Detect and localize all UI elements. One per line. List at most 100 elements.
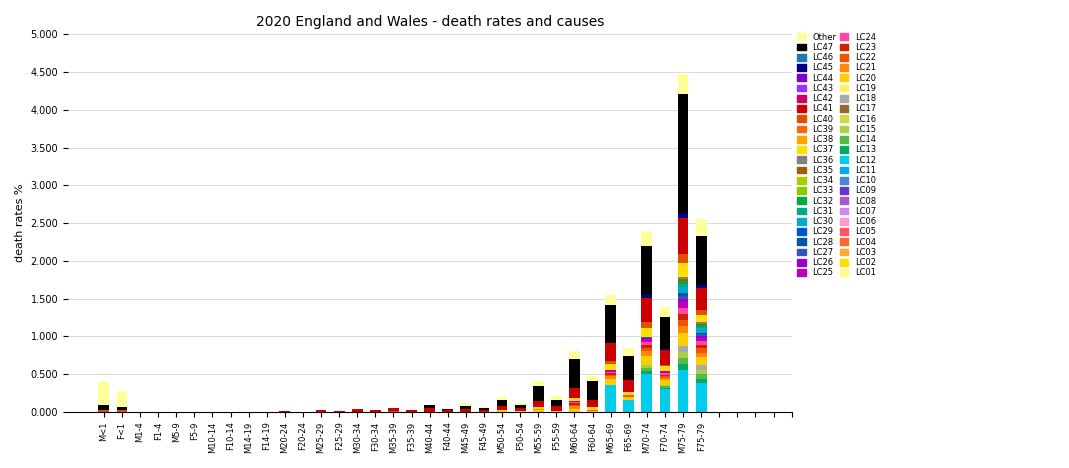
Bar (696, 235, 707, 285)
Bar (515, 411, 526, 412)
Bar (352, 409, 362, 412)
Bar (605, 385, 616, 412)
Bar (696, 341, 707, 345)
Bar (678, 358, 688, 364)
Bar (696, 322, 707, 324)
Bar (623, 348, 634, 356)
Bar (479, 410, 490, 412)
Bar (696, 358, 707, 365)
Bar (641, 328, 652, 337)
Bar (641, 339, 652, 342)
Bar (443, 410, 453, 412)
Bar (587, 381, 598, 400)
Bar (678, 254, 688, 263)
Bar (641, 371, 652, 374)
Bar (678, 94, 688, 213)
Bar (461, 406, 471, 409)
Bar (497, 406, 508, 410)
Bar (696, 327, 707, 329)
Bar (605, 295, 616, 305)
Bar (696, 374, 707, 379)
Bar (605, 370, 616, 372)
Bar (660, 373, 670, 375)
Bar (605, 361, 616, 364)
Bar (641, 374, 652, 412)
Bar (569, 401, 579, 402)
Bar (623, 401, 634, 412)
Bar (98, 382, 109, 405)
Bar (678, 277, 688, 279)
Bar (623, 396, 634, 397)
Bar (660, 380, 670, 385)
Bar (117, 410, 127, 412)
Bar (587, 407, 598, 410)
Bar (605, 375, 616, 376)
Bar (696, 333, 707, 334)
Bar (279, 410, 291, 412)
Bar (497, 397, 508, 400)
Bar (424, 405, 435, 409)
Bar (532, 409, 544, 410)
Bar (678, 352, 688, 358)
Bar (569, 409, 579, 412)
Bar (623, 356, 634, 380)
Bar (315, 410, 326, 412)
Bar (696, 370, 707, 374)
Bar (461, 409, 471, 412)
Bar (696, 325, 707, 327)
Bar (569, 351, 579, 359)
Bar (660, 317, 670, 349)
Bar (641, 365, 652, 368)
Bar (678, 281, 688, 284)
Bar (623, 397, 634, 401)
Bar (660, 386, 670, 388)
Bar (532, 386, 544, 401)
Bar (641, 345, 652, 348)
Bar (569, 405, 579, 406)
Bar (678, 333, 688, 346)
Bar (696, 219, 707, 235)
Bar (497, 410, 508, 412)
Bar (641, 368, 652, 371)
Bar (605, 343, 616, 361)
Bar (569, 402, 579, 403)
Y-axis label: death rates %: death rates % (15, 184, 25, 262)
Bar (696, 310, 707, 315)
Bar (678, 279, 688, 281)
Bar (696, 285, 707, 288)
Bar (551, 396, 562, 400)
Bar (532, 381, 544, 386)
Bar (641, 322, 652, 328)
Bar (605, 364, 616, 370)
Bar (117, 391, 127, 407)
Bar (660, 307, 670, 317)
Bar (388, 411, 399, 412)
Legend: Other, LC47, LC46, LC45, LC44, LC43, LC42, LC41, LC40, LC39, LC38, LC37, LC36, L: Other, LC47, LC46, LC45, LC44, LC43, LC4… (795, 31, 878, 279)
Bar (696, 383, 707, 412)
Bar (641, 337, 652, 338)
Bar (678, 321, 688, 327)
Bar (660, 366, 670, 371)
Bar (569, 388, 579, 398)
Bar (479, 407, 490, 409)
Bar (623, 395, 634, 396)
Bar (641, 338, 652, 339)
Bar (641, 342, 652, 345)
Bar (641, 298, 652, 322)
Bar (551, 410, 562, 412)
Bar (569, 403, 579, 405)
Bar (443, 409, 453, 410)
Bar (551, 406, 562, 410)
Bar (370, 410, 381, 412)
Bar (641, 351, 652, 356)
Bar (117, 407, 127, 410)
Bar (641, 246, 652, 295)
Title: 2020 England and Wales - death rates and causes: 2020 England and Wales - death rates and… (255, 15, 604, 29)
Bar (515, 408, 526, 411)
Bar (98, 410, 109, 412)
Bar (587, 375, 598, 381)
Bar (696, 336, 707, 338)
Bar (641, 348, 652, 351)
Bar (696, 315, 707, 322)
Bar (660, 349, 670, 350)
